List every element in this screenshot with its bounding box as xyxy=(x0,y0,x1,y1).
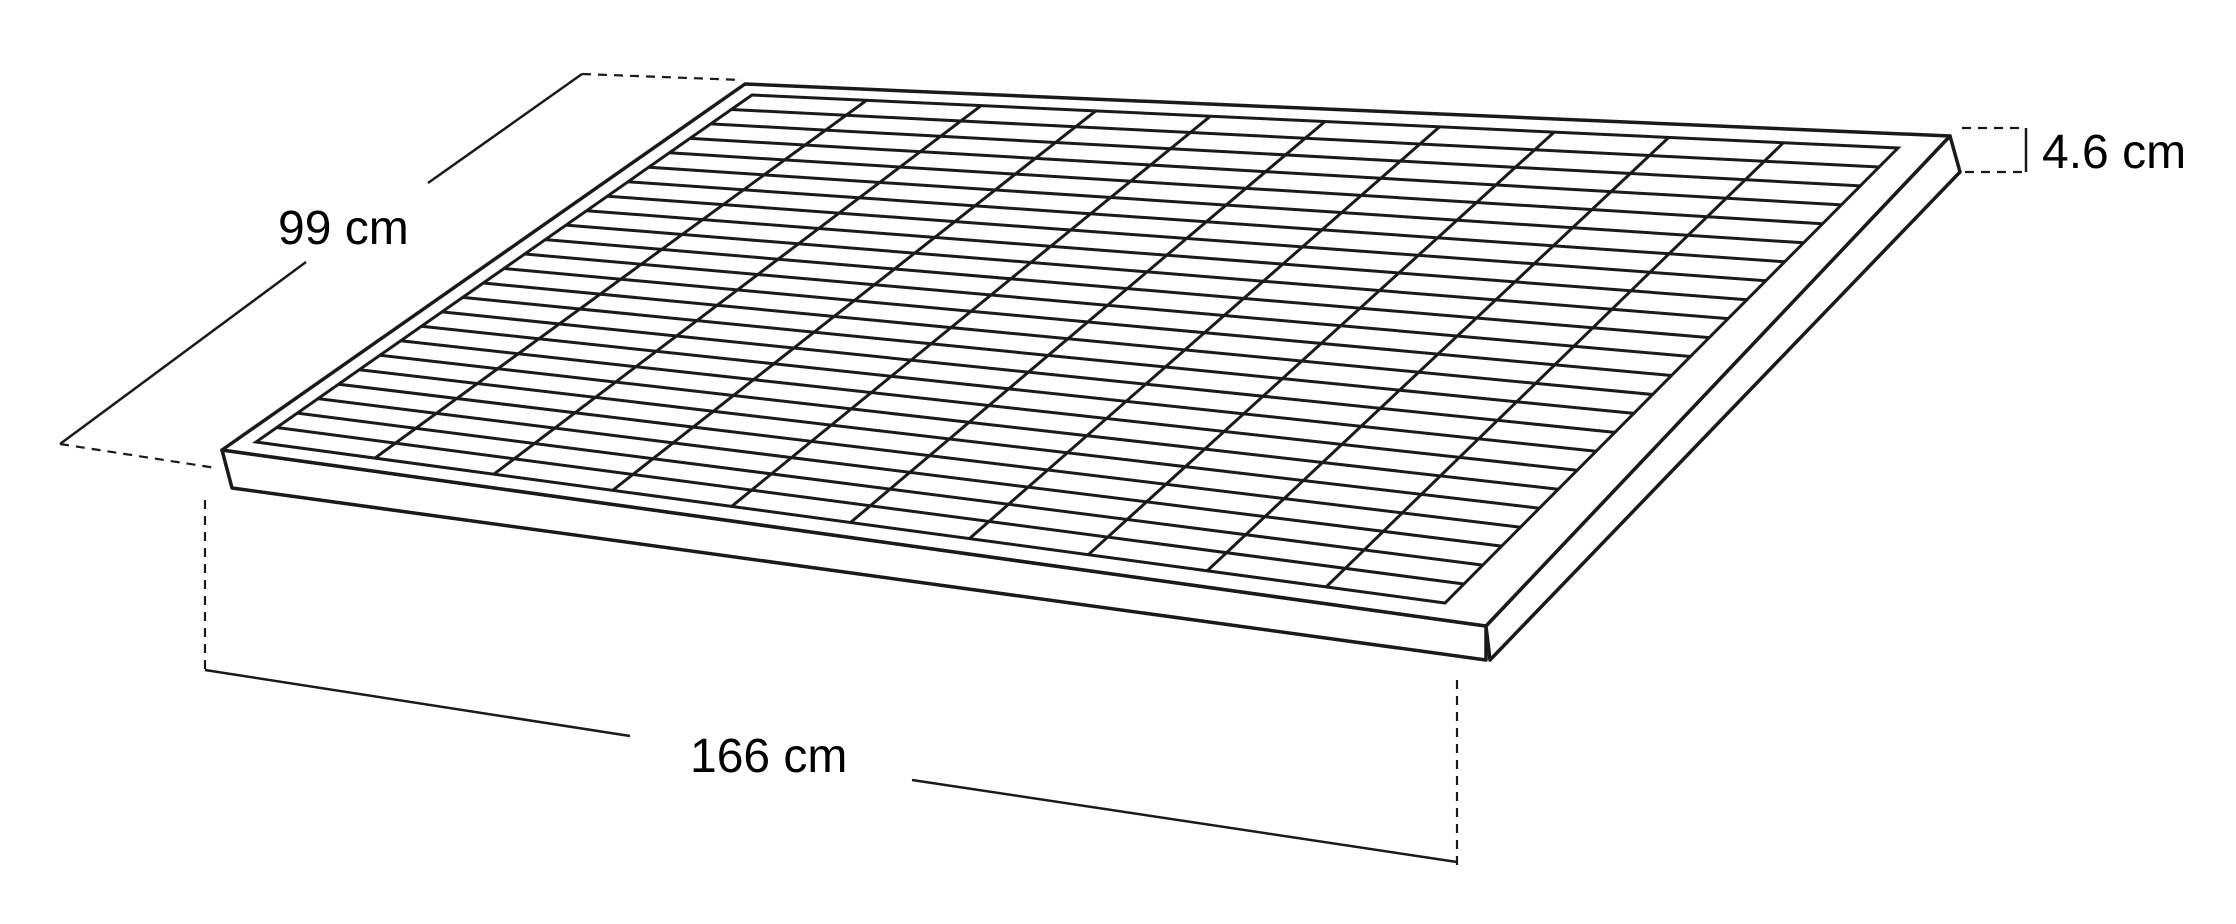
length-label: 166 cm xyxy=(690,730,847,783)
width-extension-top xyxy=(581,72,743,82)
cell-column-line xyxy=(1087,130,1556,556)
width-extension-bottom xyxy=(59,442,217,470)
length-dimension-line-left xyxy=(204,668,631,738)
width-dimension: 99 cm xyxy=(59,72,743,470)
width-label: 99 cm xyxy=(278,202,409,255)
cell-column-line xyxy=(611,109,1097,492)
width-dimension-line-lower xyxy=(59,260,307,446)
cell-column-line xyxy=(492,104,983,476)
thickness-dimension: 4.6 cm xyxy=(1962,126,2186,179)
width-dimension-line-upper xyxy=(427,72,583,185)
length-dimension-line-right xyxy=(911,778,1458,864)
cell-column-line xyxy=(374,99,868,460)
cell-column-line xyxy=(1206,136,1670,572)
cell-column-line xyxy=(968,125,1441,540)
panel-cell-grid xyxy=(276,99,1880,588)
cell-column-line xyxy=(849,120,1326,524)
cell-column-line xyxy=(730,115,1212,508)
thickness-label: 4.6 cm xyxy=(2042,126,2186,179)
length-dimension: 166 cm xyxy=(203,500,1459,866)
cell-column-line xyxy=(1325,141,1785,588)
